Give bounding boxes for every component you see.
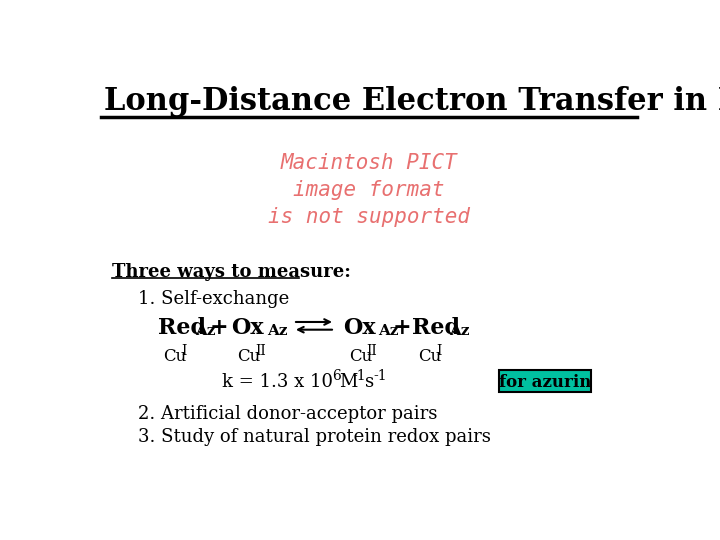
Text: is not supported: is not supported [268, 207, 470, 227]
Text: +: + [210, 318, 229, 339]
Text: Red: Red [413, 318, 460, 339]
Text: 6: 6 [333, 369, 341, 383]
Text: Az: Az [195, 325, 216, 338]
Text: Macintosh PICT: Macintosh PICT [281, 153, 457, 173]
Text: 2. Artificial donor-acceptor pairs: 2. Artificial donor-acceptor pairs [138, 405, 438, 423]
Text: k = 1.3 x 10: k = 1.3 x 10 [222, 373, 333, 391]
Text: Az: Az [449, 325, 470, 338]
Text: Red: Red [158, 318, 206, 339]
Text: Cu: Cu [238, 348, 261, 365]
Text: Ox: Ox [343, 318, 375, 339]
Text: Long-Distance Electron Transfer in Proteins: Long-Distance Electron Transfer in Prote… [104, 86, 720, 117]
Text: -1: -1 [374, 369, 387, 383]
Text: -1: -1 [353, 369, 366, 383]
Text: s: s [365, 373, 374, 391]
Text: M: M [340, 373, 358, 391]
Text: Cu: Cu [349, 348, 372, 365]
Text: Az: Az [266, 325, 287, 338]
Text: +: + [392, 318, 411, 339]
Text: Ox: Ox [231, 318, 264, 339]
Text: I: I [181, 343, 186, 357]
Text: for azurin: for azurin [499, 374, 591, 390]
Text: II: II [255, 343, 266, 357]
Text: 3. Study of natural protein redox pairs: 3. Study of natural protein redox pairs [138, 428, 491, 446]
Text: Az: Az [378, 325, 399, 338]
Text: image format: image format [293, 180, 445, 200]
Text: 1. Self-exchange: 1. Self-exchange [138, 289, 289, 308]
Text: Three ways to measure:: Three ways to measure: [112, 264, 351, 281]
FancyBboxPatch shape [499, 370, 590, 392]
Text: II: II [366, 343, 377, 357]
Text: Cu: Cu [163, 348, 187, 365]
Text: I: I [436, 343, 442, 357]
Text: Cu: Cu [418, 348, 442, 365]
